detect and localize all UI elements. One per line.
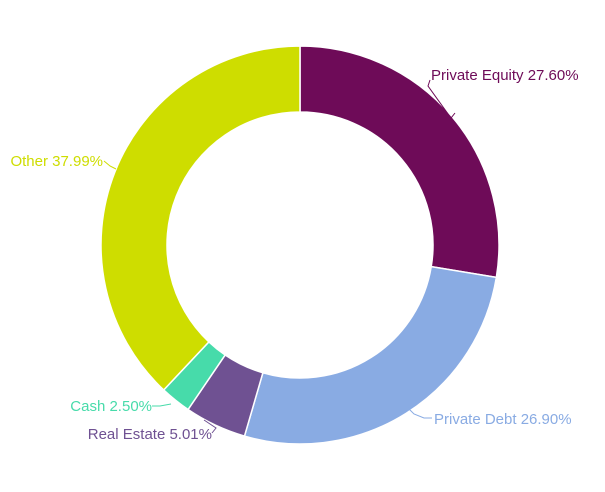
label-private-debt: Private Debt 26.90% [434,411,572,428]
slice-private-debt[interactable] [243,265,498,445]
donut-slices [100,45,500,445]
label-real-estate: Real Estate 5.01% [88,426,212,443]
label-other: Other 37.99% [10,153,103,170]
leader-private-debt [407,407,432,419]
leader-real-estate [203,419,217,434]
label-private-equity: Private Equity 27.60% [431,67,579,84]
slice-other[interactable] [100,45,301,392]
leader-cash [152,403,172,407]
slice-private-equity[interactable] [299,45,500,279]
label-leaders [103,79,456,434]
leader-other [103,160,117,170]
label-cash: Cash 2.50% [70,398,152,415]
leader-private-equity [427,79,456,119]
